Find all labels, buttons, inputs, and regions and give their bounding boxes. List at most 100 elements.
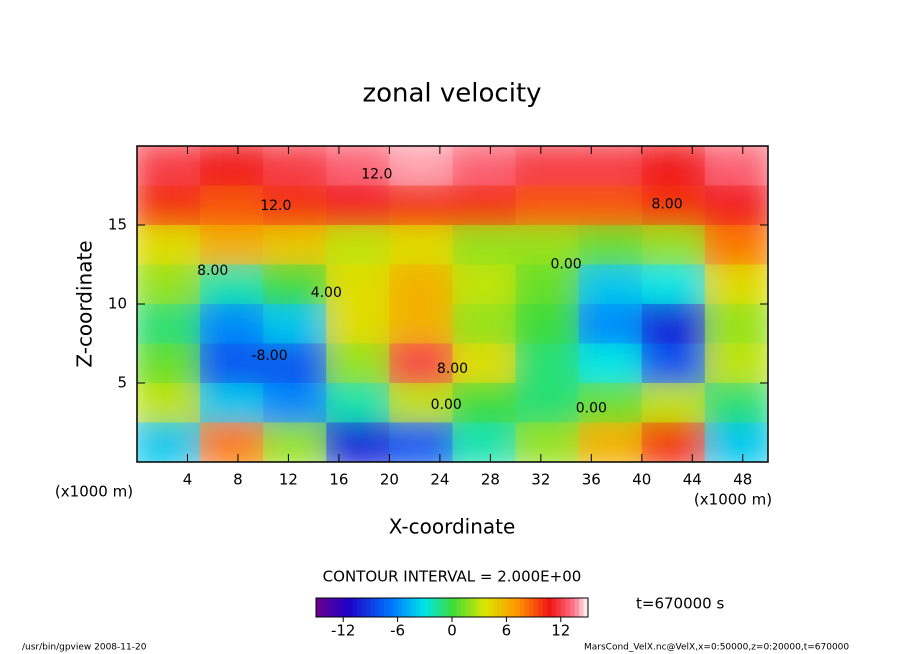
x-unit: (x1000 m) [694,491,772,509]
colorbar-swatch [524,598,530,617]
colorbar-swatch [501,598,507,617]
colorbar-swatch [406,598,412,617]
cell [451,224,517,266]
cell [199,224,265,266]
colorbar-swatch [569,598,575,617]
cell [388,303,454,345]
colorbar-tick-label: -6 [390,622,405,640]
colorbar-swatch [479,598,485,617]
cell-tint [263,343,327,383]
colorbar-swatch [510,598,516,617]
chart-title: zonal velocity [362,79,541,109]
cell [262,421,328,462]
cell-tint [326,304,390,344]
x-tick-label: 44 [683,471,702,489]
cell [451,184,517,226]
cell-tint [200,146,264,186]
cell [262,263,328,305]
cell [137,342,202,384]
cell [703,146,768,187]
cell [640,421,706,462]
x-tick-label: 28 [481,471,500,489]
cell [640,303,706,345]
cell [640,224,706,266]
x-tick-label: 48 [733,471,752,489]
x-tick-label: 20 [380,471,399,489]
colorbar-swatch [356,598,362,617]
colorbar-swatch [424,598,430,617]
cell-tint [200,343,264,383]
colorbar-swatch [461,598,467,617]
cell-tint [704,146,768,186]
cell [388,184,454,226]
cell [703,303,768,345]
cell-tint [704,304,768,344]
cell [325,184,391,226]
colorbar-swatch [329,598,335,617]
cell-tint [137,422,201,462]
cell-tint [452,343,516,383]
cell-tint [641,383,705,423]
cell-tint [263,146,327,186]
cell-tint [326,343,390,383]
cell [199,382,265,424]
cell-tint [137,304,201,344]
colorbar-swatch [497,598,503,617]
cell-tint [704,383,768,423]
cell [451,342,517,384]
cell-tint [515,343,579,383]
footer-right: MarsCond_VelX.nc@VelX,x=0:50000,z=0:2000… [584,643,849,653]
cell-tint [641,185,705,225]
colorbar-swatch [397,598,403,617]
cell [577,146,643,187]
colorbar-swatch [456,598,462,617]
cell [262,303,328,345]
colorbar-swatch [334,598,340,617]
cell [451,146,517,187]
cell [199,421,265,462]
colorbar-swatch [506,598,512,617]
colorbar-swatch [393,598,399,617]
colorbar-swatch [560,598,566,617]
cell [137,224,202,266]
y-unit: (x1000 m) [55,483,133,501]
cell [640,146,706,187]
contour-note: CONTOUR INTERVAL = 2.000E+00 [323,568,582,586]
cell [577,382,643,424]
cell [137,146,202,187]
colorbar-swatch [578,598,584,617]
contour-label: 12.0 [361,166,392,182]
y-axis-label: Z-coordinate [73,240,97,367]
cell-tint [641,146,705,186]
colorbar-swatch [442,598,448,617]
cell [514,382,580,424]
colorbar-swatch [529,598,535,617]
cell-tint [200,225,264,265]
colorbar-swatch [411,598,417,617]
cell-tint [515,383,579,423]
time-label: t=670000 s [636,595,724,613]
cell-tint [389,422,453,462]
cell-tint [137,383,201,423]
colorbar-swatch [465,598,471,617]
colorbar-swatch [470,598,476,617]
cell [577,303,643,345]
contour-label: 0.00 [576,400,607,416]
cell [577,421,643,462]
cell [262,382,328,424]
cell [388,342,454,384]
x-tick-label: 40 [632,471,651,489]
cell [262,146,328,187]
cell [640,342,706,384]
cell [451,382,517,424]
colorbar-swatch [433,598,439,617]
colorbar-swatch [488,598,494,617]
colorbar-swatch [574,598,580,617]
cell [451,303,517,345]
cell-tint [326,146,390,186]
colorbar-swatch [452,598,458,617]
cell-tint [389,343,453,383]
cell-tint [641,422,705,462]
cell-tint [326,225,390,265]
cell [577,184,643,226]
